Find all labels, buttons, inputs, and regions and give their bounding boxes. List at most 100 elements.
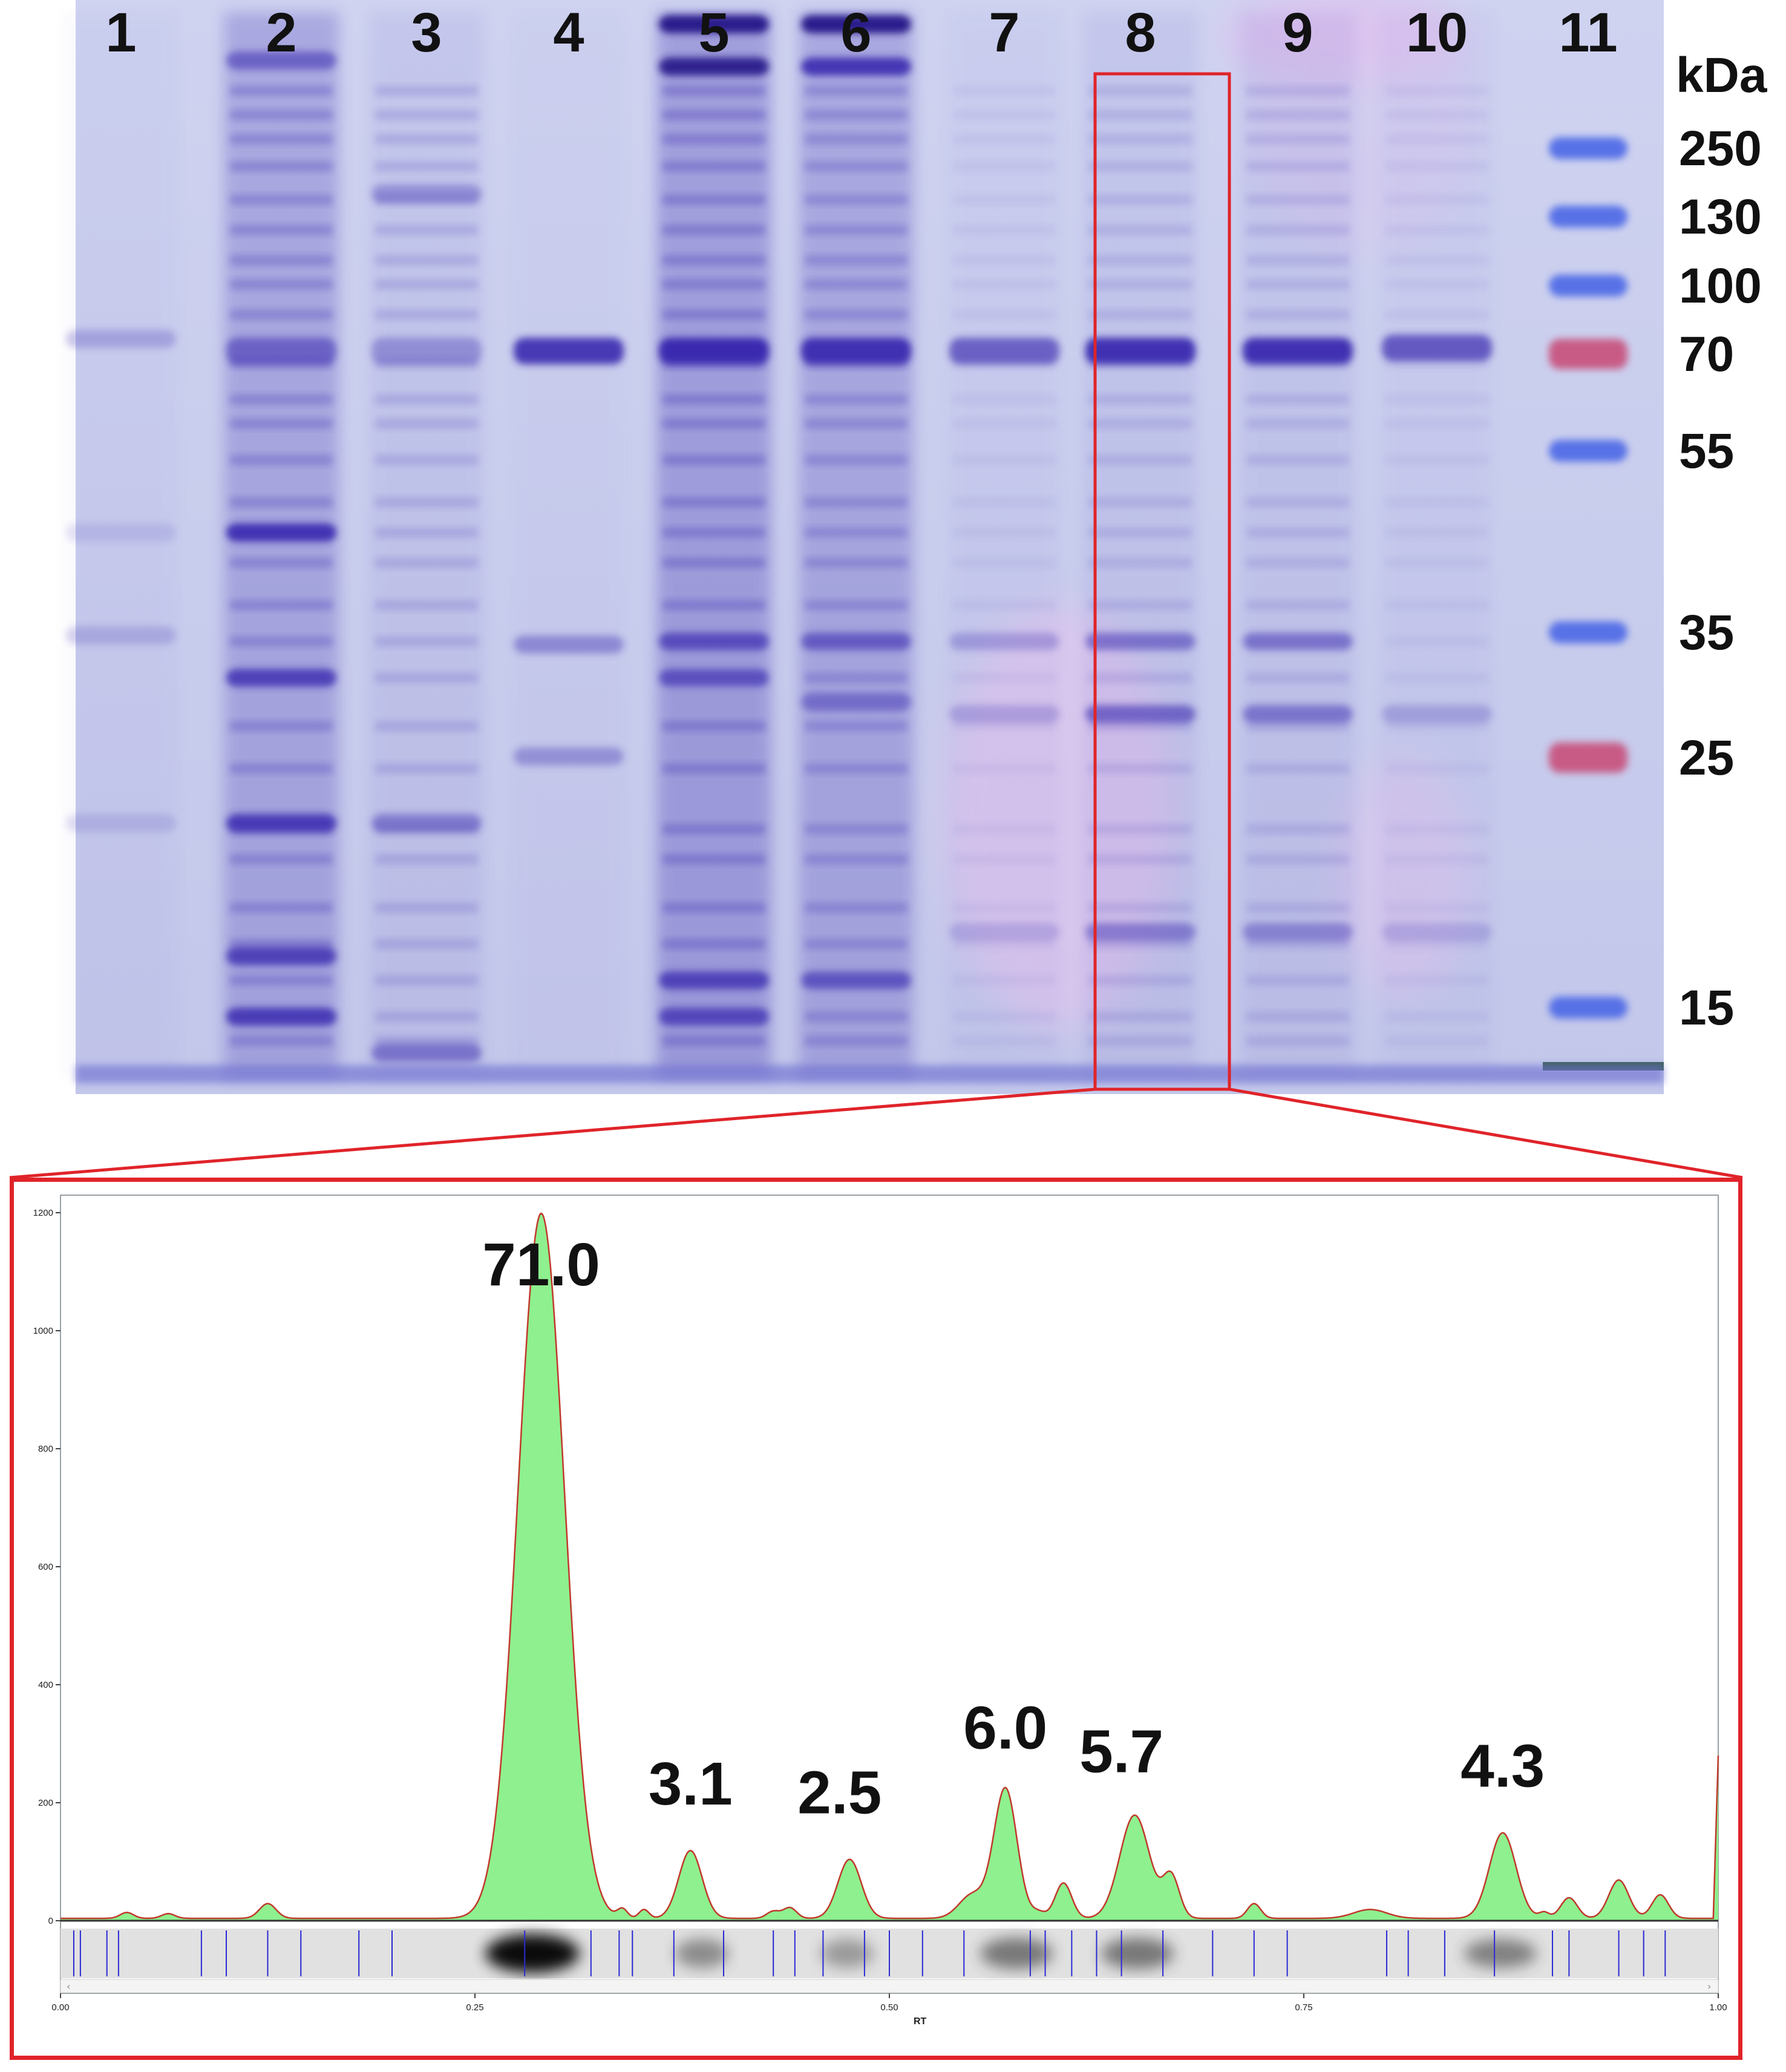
minor-band bbox=[230, 764, 333, 773]
minor-band bbox=[230, 86, 333, 96]
protein-band bbox=[1382, 335, 1492, 361]
minor-band bbox=[1246, 721, 1349, 731]
minor-band bbox=[953, 86, 1056, 96]
minor-band bbox=[375, 1036, 478, 1046]
lane-smear bbox=[799, 12, 914, 1077]
minor-band bbox=[1246, 280, 1349, 289]
minor-band bbox=[1246, 903, 1349, 913]
minor-band bbox=[1385, 528, 1488, 537]
minor-band bbox=[805, 1036, 908, 1046]
protein-band bbox=[1382, 923, 1492, 941]
minor-band bbox=[1246, 854, 1349, 864]
x-axis-title: RT bbox=[914, 2016, 927, 2027]
minor-band bbox=[662, 528, 765, 537]
protein-band bbox=[226, 51, 336, 70]
minor-band bbox=[1089, 455, 1192, 465]
minor-band bbox=[1385, 162, 1488, 171]
gel-lane-11-ladder bbox=[1543, 137, 1664, 1070]
minor-band bbox=[662, 395, 765, 404]
minor-band bbox=[953, 162, 1056, 171]
ladder-band bbox=[1549, 206, 1627, 228]
minor-band bbox=[1385, 310, 1488, 320]
minor-band bbox=[1385, 195, 1488, 205]
minor-band bbox=[805, 280, 908, 289]
protein-band bbox=[66, 523, 176, 542]
minor-band bbox=[375, 419, 478, 428]
protein-band bbox=[659, 57, 769, 76]
minor-band bbox=[230, 854, 333, 864]
lane-number-label: 6 bbox=[840, 2, 871, 64]
protein-band bbox=[226, 523, 336, 542]
ladder-band bbox=[1549, 275, 1627, 297]
gel-lane-10 bbox=[1382, 86, 1492, 1046]
minor-band bbox=[1246, 395, 1349, 404]
minor-band bbox=[1246, 455, 1349, 465]
protein-band bbox=[371, 1044, 482, 1062]
minor-band bbox=[1246, 162, 1349, 171]
minor-band bbox=[1246, 600, 1349, 610]
lane-strip bbox=[61, 1929, 1718, 1978]
minor-band bbox=[1089, 162, 1192, 171]
peak-percentage-label: 2.5 bbox=[797, 1759, 882, 1827]
minor-band bbox=[1385, 824, 1488, 834]
minor-band bbox=[375, 903, 478, 913]
minor-band bbox=[953, 673, 1056, 683]
y-tick-label: 800 bbox=[38, 1444, 53, 1454]
minor-band bbox=[1246, 255, 1349, 265]
peak-percentage-labels: 71.0 3.1 2.5 6.0 5.7 4.3 bbox=[482, 1231, 1545, 1827]
minor-band bbox=[230, 395, 333, 404]
protein-band bbox=[514, 635, 624, 654]
minor-band bbox=[662, 195, 765, 205]
minor-band bbox=[953, 903, 1056, 913]
minor-band bbox=[805, 195, 908, 205]
minor-band bbox=[1385, 721, 1488, 731]
minor-band bbox=[1089, 395, 1192, 404]
minor-band bbox=[375, 225, 478, 235]
minor-band bbox=[230, 419, 333, 428]
minor-band bbox=[1089, 225, 1192, 235]
gel-lane-8 bbox=[1083, 12, 1198, 1077]
lane-number-label: 3 bbox=[411, 2, 442, 64]
minor-band bbox=[1089, 280, 1192, 289]
minor-band bbox=[1089, 86, 1192, 96]
scroll-right-icon[interactable]: › bbox=[1707, 1981, 1711, 1992]
marker-size-label: 25 bbox=[1679, 730, 1734, 785]
strip-boundary-markers bbox=[73, 1930, 1666, 1976]
minor-band bbox=[1385, 673, 1488, 683]
minor-band bbox=[1089, 528, 1192, 537]
y-tick-label: 200 bbox=[38, 1798, 53, 1808]
protein-band bbox=[1382, 705, 1492, 723]
minor-band bbox=[953, 195, 1056, 205]
protein-band bbox=[801, 57, 911, 76]
minor-band bbox=[230, 225, 333, 235]
minor-band bbox=[805, 558, 908, 568]
lane-smear bbox=[1240, 12, 1355, 1077]
protein-band bbox=[1085, 338, 1196, 364]
scroll-left-icon[interactable]: ‹ bbox=[67, 1981, 70, 1992]
minor-band bbox=[662, 86, 765, 96]
minor-band bbox=[1089, 134, 1192, 144]
minor-band bbox=[805, 854, 908, 864]
lane-number-label: 2 bbox=[266, 2, 296, 64]
minor-band bbox=[230, 280, 333, 289]
protein-band bbox=[226, 338, 336, 364]
gel-lane-7 bbox=[949, 86, 1059, 1046]
minor-band bbox=[953, 225, 1056, 235]
density-profile-line bbox=[61, 1212, 1719, 1920]
y-tick-label: 600 bbox=[38, 1562, 53, 1572]
minor-band bbox=[1385, 497, 1488, 507]
minor-band bbox=[375, 110, 478, 120]
minor-band bbox=[375, 395, 478, 404]
marker-size-label: 35 bbox=[1679, 605, 1734, 660]
minor-band bbox=[375, 528, 478, 537]
marker-size-label: 55 bbox=[1679, 424, 1734, 479]
minor-band bbox=[230, 497, 333, 507]
minor-band bbox=[1089, 255, 1192, 265]
minor-band bbox=[805, 903, 908, 913]
scrollbar-track[interactable] bbox=[60, 1979, 1719, 1993]
minor-band bbox=[1089, 558, 1192, 568]
minor-band bbox=[953, 310, 1056, 320]
y-tick-label: 1000 bbox=[33, 1326, 53, 1336]
minor-band bbox=[953, 721, 1056, 731]
gel-lane-4 bbox=[514, 338, 624, 766]
